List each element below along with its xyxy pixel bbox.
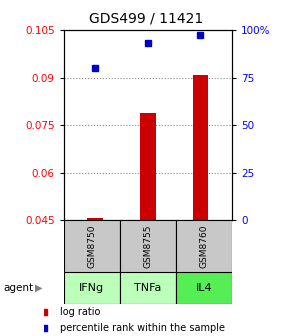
Text: GDS499 / 11421: GDS499 / 11421 (89, 11, 204, 26)
Bar (88, 218, 103, 220)
Text: TNFa: TNFa (134, 283, 162, 293)
Text: ▶: ▶ (35, 283, 43, 293)
Bar (193, 75, 208, 220)
Text: GSM8755: GSM8755 (143, 224, 153, 268)
Bar (64, 272, 120, 304)
Text: IL4: IL4 (196, 283, 212, 293)
Text: agent: agent (3, 283, 33, 293)
Text: IFNg: IFNg (79, 283, 104, 293)
Bar (120, 220, 176, 272)
Bar (120, 272, 176, 304)
Bar (64, 220, 120, 272)
Bar (140, 113, 156, 220)
Text: GSM8760: GSM8760 (200, 224, 209, 268)
Bar (176, 220, 232, 272)
Text: log ratio: log ratio (60, 307, 101, 317)
Bar (176, 272, 232, 304)
Text: GSM8750: GSM8750 (87, 224, 96, 268)
Text: percentile rank within the sample: percentile rank within the sample (60, 323, 225, 333)
